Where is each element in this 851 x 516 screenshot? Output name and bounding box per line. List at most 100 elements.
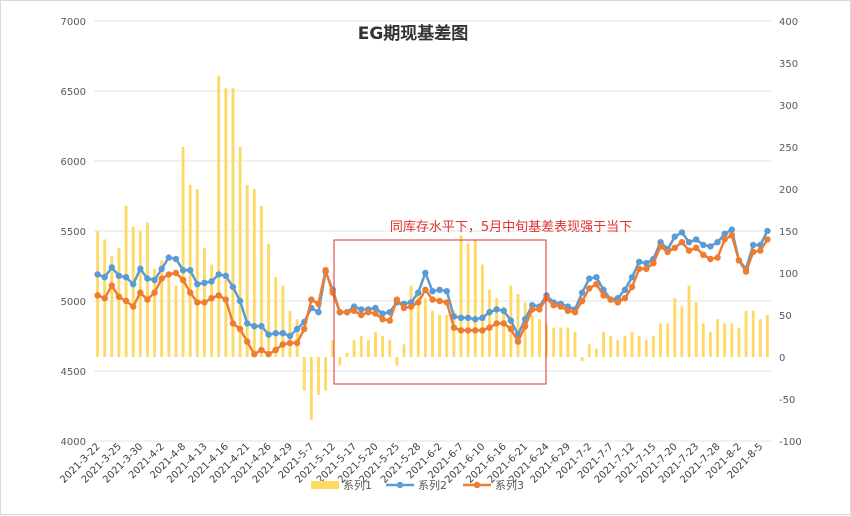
y-tick-label: 5000 — [61, 297, 86, 308]
y2-tick-label: 100 — [779, 269, 798, 280]
bar — [402, 344, 406, 357]
bar — [366, 340, 370, 357]
bar — [573, 331, 577, 357]
data-point — [222, 296, 230, 303]
y2-tick-label: 0 — [779, 353, 785, 364]
bar — [537, 319, 541, 357]
data-point — [386, 317, 393, 324]
y2-tick-label: 250 — [779, 143, 798, 154]
data-point — [315, 309, 322, 316]
bar — [245, 184, 249, 357]
bar — [623, 336, 627, 357]
bar — [374, 331, 377, 357]
bar — [431, 310, 434, 357]
data-point — [322, 267, 329, 274]
bar — [495, 298, 499, 357]
bar — [673, 298, 677, 357]
data-point — [165, 254, 173, 261]
data-point — [550, 302, 557, 309]
data-point — [336, 309, 344, 316]
bar — [117, 247, 121, 357]
y-tick-label: 5500 — [61, 227, 86, 238]
bar — [659, 323, 662, 357]
bar — [559, 327, 563, 357]
data-point — [215, 271, 222, 278]
data-point — [101, 274, 108, 281]
data-point — [265, 351, 272, 358]
bar — [616, 340, 620, 357]
data-point — [443, 299, 450, 306]
data-point — [358, 306, 365, 313]
data-point — [194, 281, 201, 288]
data-point — [236, 297, 244, 305]
data-point — [543, 295, 550, 302]
data-point — [472, 327, 479, 334]
bar — [195, 189, 199, 357]
bar — [359, 336, 363, 357]
data-point — [236, 325, 244, 333]
bar — [709, 331, 712, 357]
data-point — [714, 254, 721, 261]
bar — [723, 323, 727, 357]
data-point — [258, 323, 265, 330]
bar — [224, 88, 228, 357]
data-point — [643, 265, 650, 272]
data-point — [187, 267, 194, 274]
bar — [602, 331, 605, 357]
y2-tick-label: 350 — [779, 59, 798, 70]
data-point — [407, 303, 415, 310]
bar — [473, 239, 477, 357]
bar — [217, 75, 221, 357]
data-point — [486, 324, 493, 331]
data-point — [564, 307, 572, 314]
data-point — [707, 255, 714, 263]
data-point — [201, 279, 208, 286]
data-point — [643, 260, 650, 267]
data-point — [251, 323, 258, 330]
data-point — [450, 324, 458, 331]
data-point — [293, 339, 301, 347]
bar — [694, 302, 698, 357]
bar — [488, 289, 491, 357]
data-point — [486, 309, 493, 316]
data-point — [521, 323, 529, 330]
bar — [580, 357, 584, 362]
y-tick-label: 4000 — [61, 437, 86, 448]
data-point — [700, 241, 707, 249]
legend-marker — [396, 481, 404, 489]
bar — [480, 264, 484, 357]
data-point — [365, 309, 372, 316]
data-point — [122, 274, 130, 281]
data-point — [187, 289, 194, 296]
data-point — [172, 255, 180, 263]
data-point — [728, 226, 736, 233]
data-point — [129, 281, 137, 288]
data-point — [158, 265, 165, 272]
bar — [423, 298, 427, 357]
bar — [701, 323, 705, 357]
data-point — [578, 289, 586, 296]
bar — [452, 310, 456, 357]
data-point — [379, 316, 386, 323]
secondary-y-axis: 400 350 300 250 200 150 100 50 0 -50 -100 — [779, 17, 802, 448]
x-axis: 2021-3-222021-3-252021-3-302021-4-22021-… — [58, 441, 765, 485]
data-point — [707, 243, 714, 250]
data-point — [151, 289, 158, 296]
data-point — [764, 236, 771, 243]
data-point — [251, 351, 258, 358]
data-point — [144, 275, 151, 282]
data-point — [714, 239, 721, 246]
bar — [651, 336, 655, 357]
data-point — [293, 325, 301, 333]
data-point — [272, 346, 279, 354]
data-point — [422, 286, 429, 293]
data-point — [457, 314, 465, 321]
data-point — [272, 330, 279, 337]
data-point — [158, 275, 165, 282]
annotation-text: 同库存水平下，5月中旬基差表现强于当下 — [390, 219, 632, 235]
data-point — [472, 316, 479, 323]
data-point — [593, 274, 600, 281]
data-point — [507, 325, 515, 333]
bar — [252, 189, 256, 357]
data-point — [244, 338, 251, 345]
